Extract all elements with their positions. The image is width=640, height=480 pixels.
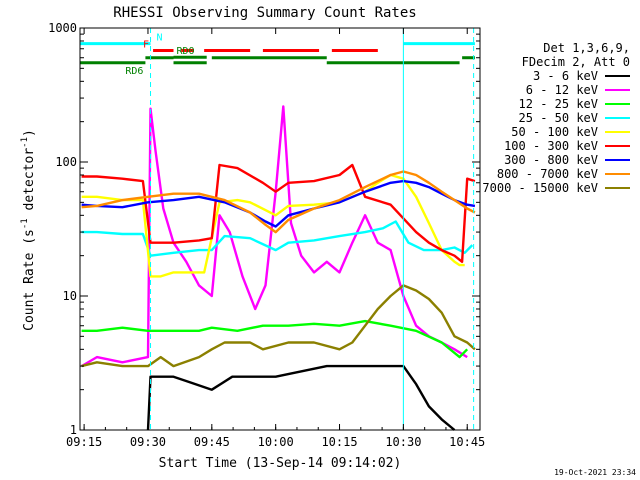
series-line-8 [81, 284, 476, 368]
legend-header-line-1: Det 1,3,6,9, [543, 41, 630, 55]
legend-label-8: 7000 - 15000 keV [482, 181, 598, 195]
legend-label-4: 50 - 100 keV [511, 125, 598, 139]
y-axis-label-main: Count Rate (s [22, 229, 37, 331]
legend-label-5: 100 - 300 keV [504, 139, 598, 153]
legend-label-6: 300 - 800 keV [504, 153, 598, 167]
legend-label-7: 800 - 7000 keV [497, 167, 598, 181]
series-line-5 [81, 163, 476, 263]
x-tick-label-0: 09:15 [66, 435, 102, 449]
y-axis-label-sup2: -1 [20, 137, 30, 148]
x-tick-label-6: 10:45 [449, 435, 485, 449]
flag-label-3: RD6 [125, 66, 143, 77]
x-tick-label-3: 10:00 [258, 435, 294, 449]
chart-title: RHESSI Observing Summary Count Rates [113, 5, 416, 21]
legend: Det 1,3,6,9, FDecim 2, Att 0 3 - 6 keV6 … [482, 41, 630, 195]
plot-frame [79, 27, 481, 431]
series-line-6 [81, 179, 476, 228]
series-line-7 [81, 170, 476, 234]
series-line-2 [81, 319, 469, 359]
y-axis-label: Count Rate (s-1 detector-1) [20, 129, 37, 331]
y-tick-label-2: 100 [55, 155, 77, 169]
y-tick-label-0: 1 [70, 423, 77, 437]
x-tick-label-1: 09:30 [130, 435, 166, 449]
y-axis-label-mid: detector [22, 148, 37, 219]
y-axis-label-end: ) [22, 129, 37, 137]
legend-label-3: 25 - 50 keV [519, 111, 598, 125]
x-tick-label-4: 10:15 [321, 435, 357, 449]
series-line-4 [81, 173, 465, 278]
flag-label-1: F [143, 39, 149, 50]
legend-label-2: 12 - 25 keV [519, 97, 598, 111]
x-tick-label-5: 10:30 [385, 435, 421, 449]
x-tick-label-2: 09:45 [194, 435, 230, 449]
legend-label-0: 3 - 6 keV [533, 69, 598, 83]
y-tick-label-3: 1000 [48, 21, 77, 35]
x-axis-label: Start Time (13-Sep-14 09:14:02) [159, 456, 402, 471]
legend-header-line-2: FDecim 2, Att 0 [522, 55, 630, 69]
x-axis-ticks: 09:15 09:30 09:45 10:00 10:15 10:30 10:45 [66, 28, 485, 449]
legend-label-1: 6 - 12 keV [526, 83, 598, 97]
generation-timestamp: 19-Oct-2021 23:34 [554, 468, 636, 477]
series-line-0 [146, 364, 456, 431]
flag-label-2: RD0 [177, 46, 195, 57]
y-tick-label-1: 10 [63, 289, 77, 303]
y-axis-label-sup1: -1 [20, 218, 30, 229]
data-series [80, 105, 476, 431]
flag-label-0: N [157, 33, 163, 44]
y-axis-ticks: 1 10 100 1000 [48, 21, 480, 437]
